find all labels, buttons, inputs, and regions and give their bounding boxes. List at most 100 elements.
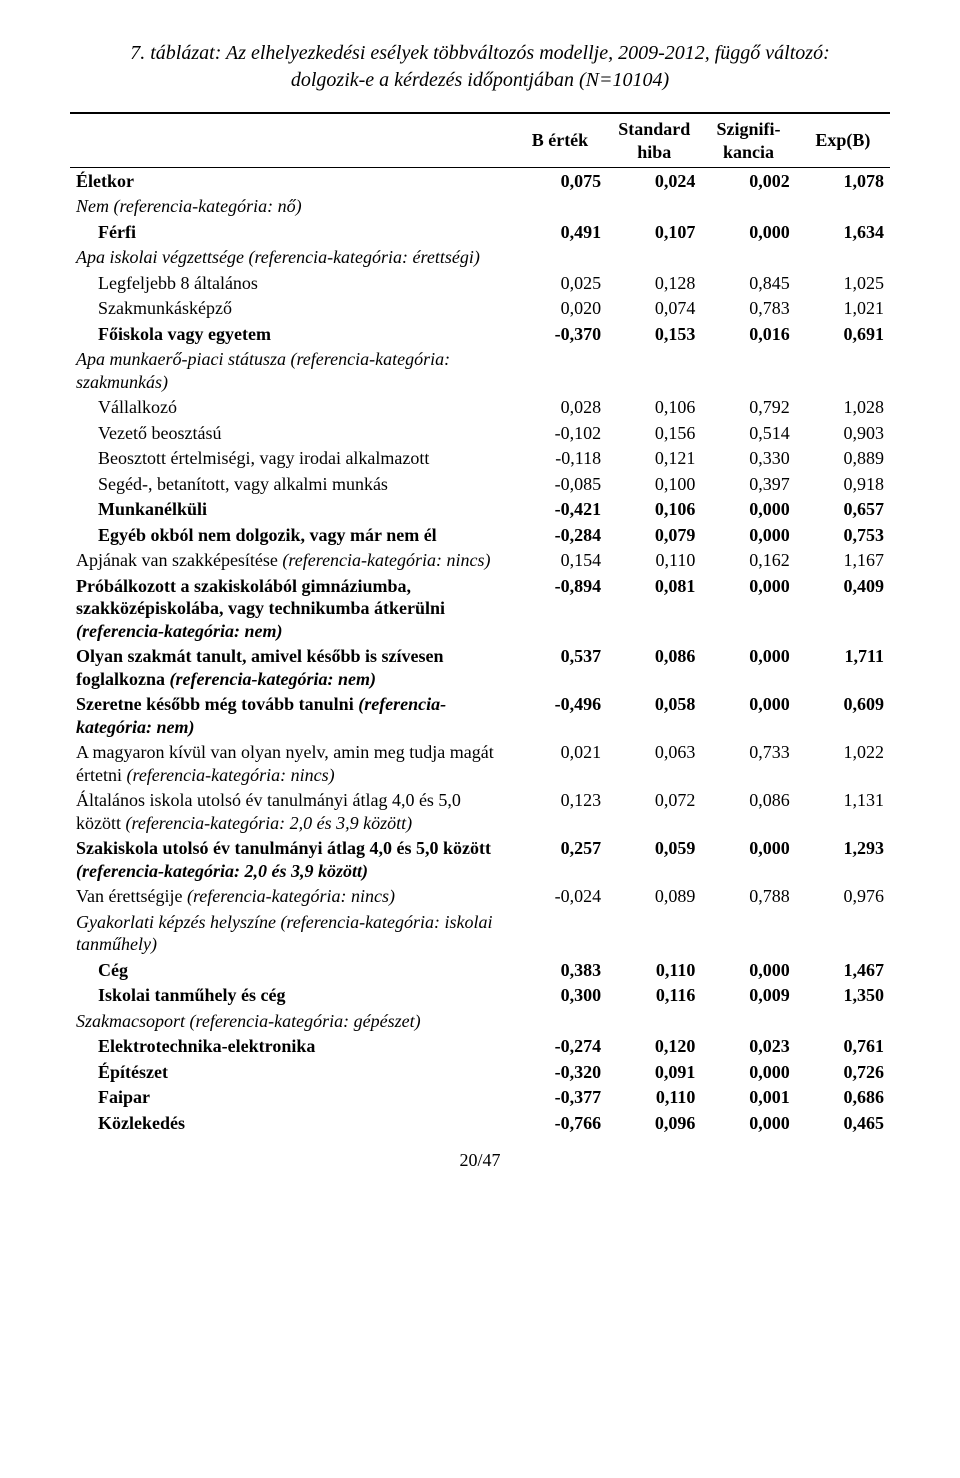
row-label: A magyaron kívül van olyan nyelv, amin m… xyxy=(70,740,513,788)
cell-sig: 0,330 xyxy=(701,446,795,472)
cell-sig: 0,023 xyxy=(701,1034,795,1060)
cell-b xyxy=(513,347,607,395)
table-row: Elektrotechnika-elektronika-0,2740,1200,… xyxy=(70,1034,890,1060)
header-sig: Szignifi- kancia xyxy=(701,113,795,168)
header-b: B érték xyxy=(513,113,607,168)
cell-b: 0,491 xyxy=(513,219,607,245)
cell-sig: 0,000 xyxy=(701,1110,795,1136)
table-caption: 7. táblázat: Az elhelyezkedési esélyek t… xyxy=(70,40,890,94)
cell-sig: 0,792 xyxy=(701,395,795,421)
cell-sig: 0,016 xyxy=(701,321,795,347)
cell-sig xyxy=(701,245,795,271)
row-label: Közlekedés xyxy=(70,1110,513,1136)
cell-se: 0,121 xyxy=(607,446,701,472)
row-label: Szakmunkásképző xyxy=(70,296,513,322)
cell-sig: 0,845 xyxy=(701,270,795,296)
row-label: Munkanélküli xyxy=(70,497,513,523)
table-row: Legfeljebb 8 általános0,0250,1280,8451,0… xyxy=(70,270,890,296)
cell-exp: 0,753 xyxy=(796,522,890,548)
cell-exp: 1,028 xyxy=(796,395,890,421)
cell-exp: 1,167 xyxy=(796,548,890,574)
row-label: Szakiskola utolsó év tanulmányi átlag 4,… xyxy=(70,836,513,884)
row-label: Általános iskola utolsó év tanulmányi át… xyxy=(70,788,513,836)
cell-sig: 0,397 xyxy=(701,471,795,497)
cell-b: -0,421 xyxy=(513,497,607,523)
cell-exp: 0,761 xyxy=(796,1034,890,1060)
table-row: Apa munkaerő-piaci státusza (referencia-… xyxy=(70,347,890,395)
row-label: Legfeljebb 8 általános xyxy=(70,270,513,296)
cell-se xyxy=(607,194,701,220)
table-row: Faipar-0,3770,1100,0010,686 xyxy=(70,1085,890,1111)
cell-b: -0,894 xyxy=(513,573,607,644)
table-row: Apa iskolai végzettsége (referencia-kate… xyxy=(70,245,890,271)
cell-exp xyxy=(796,245,890,271)
cell-sig: 0,086 xyxy=(701,788,795,836)
table-row: Szakmacsoport (referencia-kategória: gép… xyxy=(70,1008,890,1034)
cell-se: 0,100 xyxy=(607,471,701,497)
cell-b: 0,028 xyxy=(513,395,607,421)
row-label: Próbálkozott a szakiskolából gimnáziumba… xyxy=(70,573,513,644)
cell-se xyxy=(607,909,701,957)
table-body: Életkor0,0750,0240,0021,078Nem (referenc… xyxy=(70,168,890,1136)
cell-se: 0,110 xyxy=(607,957,701,983)
cell-sig: 0,000 xyxy=(701,522,795,548)
cell-se: 0,107 xyxy=(607,219,701,245)
cell-se xyxy=(607,1008,701,1034)
cell-sig: 0,162 xyxy=(701,548,795,574)
header-exp: Exp(B) xyxy=(796,113,890,168)
row-label: Segéd-, betanított, vagy alkalmi munkás xyxy=(70,471,513,497)
row-label: Elektrotechnika-elektronika xyxy=(70,1034,513,1060)
row-label: Főiskola vagy egyetem xyxy=(70,321,513,347)
cell-exp xyxy=(796,909,890,957)
cell-sig: 0,000 xyxy=(701,219,795,245)
table-row: Gyakorlati képzés helyszíne (referencia-… xyxy=(70,909,890,957)
cell-b: -0,118 xyxy=(513,446,607,472)
cell-b: -0,766 xyxy=(513,1110,607,1136)
cell-exp xyxy=(796,347,890,395)
cell-b: -0,377 xyxy=(513,1085,607,1111)
cell-se: 0,059 xyxy=(607,836,701,884)
row-label: Apa iskolai végzettsége (referencia-kate… xyxy=(70,245,513,271)
table-row: Vállalkozó0,0280,1060,7921,028 xyxy=(70,395,890,421)
cell-sig: 0,733 xyxy=(701,740,795,788)
table-row: Szeretne később még tovább tanulni (refe… xyxy=(70,692,890,740)
cell-b xyxy=(513,194,607,220)
table-row: Apjának van szakképesítése (referencia-k… xyxy=(70,548,890,574)
table-row: Szakmunkásképző0,0200,0740,7831,021 xyxy=(70,296,890,322)
cell-exp: 0,691 xyxy=(796,321,890,347)
table-row: Egyéb okból nem dolgozik, vagy már nem é… xyxy=(70,522,890,548)
table-row: Közlekedés-0,7660,0960,0000,465 xyxy=(70,1110,890,1136)
cell-se: 0,086 xyxy=(607,644,701,692)
row-label: Van érettségije (referencia-kategória: n… xyxy=(70,884,513,910)
cell-b: -0,320 xyxy=(513,1059,607,1085)
table-row: Építészet-0,3200,0910,0000,726 xyxy=(70,1059,890,1085)
cell-se: 0,079 xyxy=(607,522,701,548)
table-row: Cég0,3830,1100,0001,467 xyxy=(70,957,890,983)
row-label: Iskolai tanműhely és cég xyxy=(70,983,513,1009)
cell-sig: 0,000 xyxy=(701,957,795,983)
table-row: Segéd-, betanított, vagy alkalmi munkás-… xyxy=(70,471,890,497)
cell-exp: 0,918 xyxy=(796,471,890,497)
cell-b: 0,257 xyxy=(513,836,607,884)
row-label: Szeretne később még tovább tanulni (refe… xyxy=(70,692,513,740)
cell-b: 0,123 xyxy=(513,788,607,836)
cell-se: 0,096 xyxy=(607,1110,701,1136)
row-label: Gyakorlati képzés helyszíne (referencia-… xyxy=(70,909,513,957)
row-label: Cég xyxy=(70,957,513,983)
cell-se: 0,120 xyxy=(607,1034,701,1060)
cell-exp: 0,889 xyxy=(796,446,890,472)
row-label: Építészet xyxy=(70,1059,513,1085)
table-row: Beosztott értelmiségi, vagy irodai alkal… xyxy=(70,446,890,472)
cell-se xyxy=(607,245,701,271)
row-label: Faipar xyxy=(70,1085,513,1111)
row-label: Vezető beosztású xyxy=(70,420,513,446)
cell-sig: 0,000 xyxy=(701,644,795,692)
cell-se: 0,089 xyxy=(607,884,701,910)
cell-exp: 0,976 xyxy=(796,884,890,910)
cell-se: 0,063 xyxy=(607,740,701,788)
table-row: Olyan szakmát tanult, amivel később is s… xyxy=(70,644,890,692)
cell-se: 0,106 xyxy=(607,395,701,421)
cell-exp: 1,025 xyxy=(796,270,890,296)
cell-exp: 1,634 xyxy=(796,219,890,245)
caption-line-2: dolgozik-e a kérdezés időpontjában (N=10… xyxy=(291,69,669,91)
